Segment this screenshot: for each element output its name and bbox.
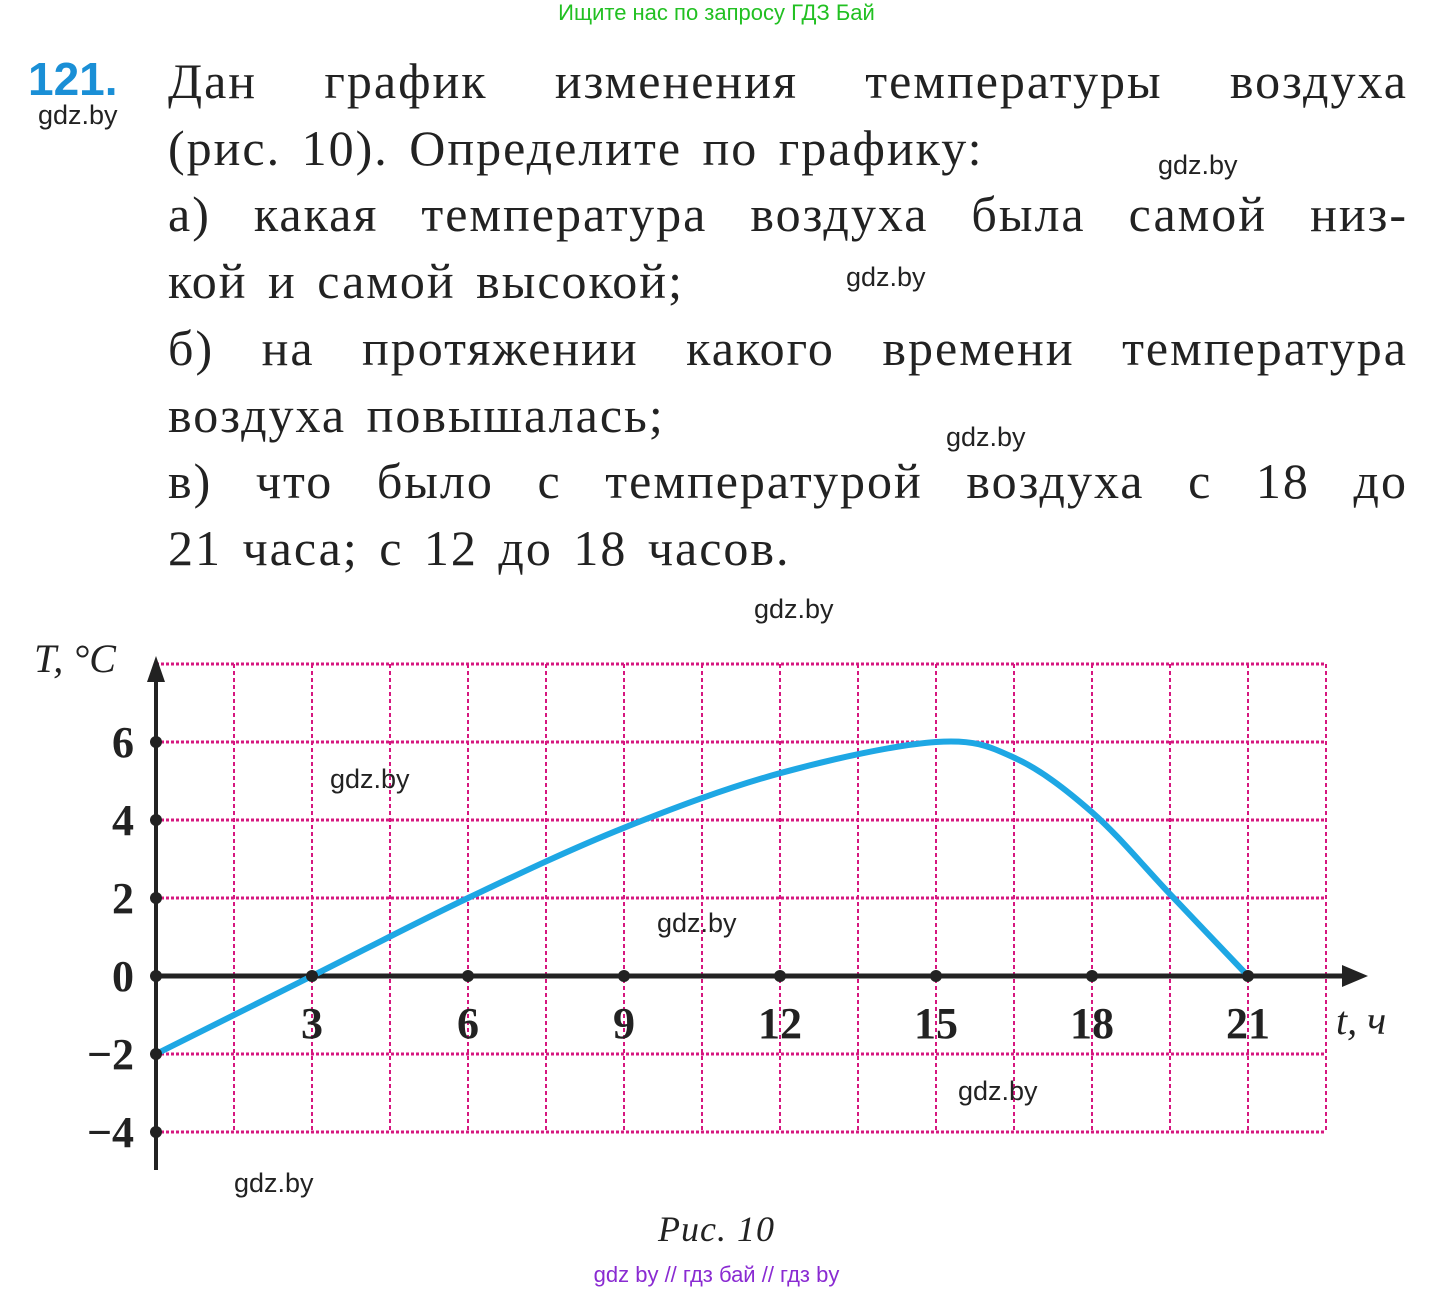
x-tick-label: 12 — [758, 999, 802, 1048]
y-tick-label: −4 — [87, 1108, 134, 1157]
watermark: gdz.by — [958, 1076, 1038, 1106]
watermark: gdz.by — [657, 908, 737, 938]
watermark: gdz.by — [946, 422, 1026, 452]
footer-watermark: gdz by // гдз бай // гдз by — [593, 1262, 840, 1287]
y-tick-dot — [150, 970, 162, 982]
y-tick-label: 4 — [112, 796, 134, 845]
x-tick-dot — [1086, 970, 1098, 982]
watermark: gdz.by — [754, 594, 834, 624]
x-tick-dot — [774, 970, 786, 982]
problem-line: б) на протяжении какого времени температ… — [168, 319, 1408, 376]
x-tick-dot — [618, 970, 630, 982]
y-axis-arrow — [147, 656, 165, 682]
x-tick-dot — [462, 970, 474, 982]
problem-line: воздуха повышалась; — [168, 386, 665, 443]
y-tick-label: 2 — [112, 874, 134, 923]
problem-text: Дан график изменения температуры воздуха… — [168, 48, 1408, 582]
y-tick-dot — [150, 1126, 162, 1138]
watermark: gdz.by — [234, 1168, 314, 1198]
watermark: gdz.by — [330, 764, 410, 794]
y-axis-label: T, °C — [34, 636, 117, 681]
x-tick-dot — [1242, 970, 1254, 982]
x-tick-label: 18 — [1070, 999, 1114, 1048]
top-banner: Ищите нас по запросу ГДЗ Бай — [558, 0, 875, 25]
y-tick-dot — [150, 1048, 162, 1060]
problem-line: в) что было с температурой воздуха с 18 … — [168, 453, 1408, 510]
watermark: gdz.by — [846, 262, 926, 292]
x-axis-label: t, ч — [1336, 998, 1386, 1043]
x-tick-dot — [930, 970, 942, 982]
problem-number: 121. — [28, 53, 118, 105]
problem-line: 21 часа; с 12 до 18 часов. — [168, 519, 791, 576]
watermark: gdz.by — [1158, 150, 1238, 180]
temperature-curve — [153, 738, 1251, 1057]
x-tick-label: 9 — [613, 999, 635, 1048]
x-tick-label: 15 — [914, 999, 958, 1048]
temperature-chart: 3 6 9 12 15 18 21 −4 −2 0 2 4 6 T, °C t, ч — [34, 636, 1386, 1170]
problem-line: (рис. 10). Определите по графику: — [168, 119, 984, 176]
x-tick-dot — [306, 970, 318, 982]
grid — [156, 662, 1327, 1134]
x-tick-label: 21 — [1226, 999, 1270, 1048]
y-tick-dot — [150, 736, 162, 748]
ticks: 3 6 9 12 15 18 21 −4 −2 0 2 4 6 — [87, 718, 1270, 1157]
y-tick-dot — [150, 892, 162, 904]
y-tick-dot — [150, 814, 162, 826]
x-tick-label: 6 — [457, 999, 479, 1048]
y-tick-label: −2 — [87, 1030, 134, 1079]
y-tick-label: 6 — [112, 718, 134, 767]
x-tick-label: 3 — [301, 999, 323, 1048]
problem-line: Дан график изменения температуры воздуха — [168, 53, 1408, 109]
x-axis-arrow — [1342, 965, 1368, 987]
problem-line: кой и самой высокой; — [168, 253, 684, 310]
watermark: gdz.by — [38, 100, 118, 130]
problem-line: а) какая температура воздуха была самой … — [168, 186, 1408, 243]
y-tick-label: 0 — [112, 952, 134, 1001]
axes — [147, 656, 1368, 1170]
figure-caption: Рис. 10 — [658, 1209, 775, 1249]
